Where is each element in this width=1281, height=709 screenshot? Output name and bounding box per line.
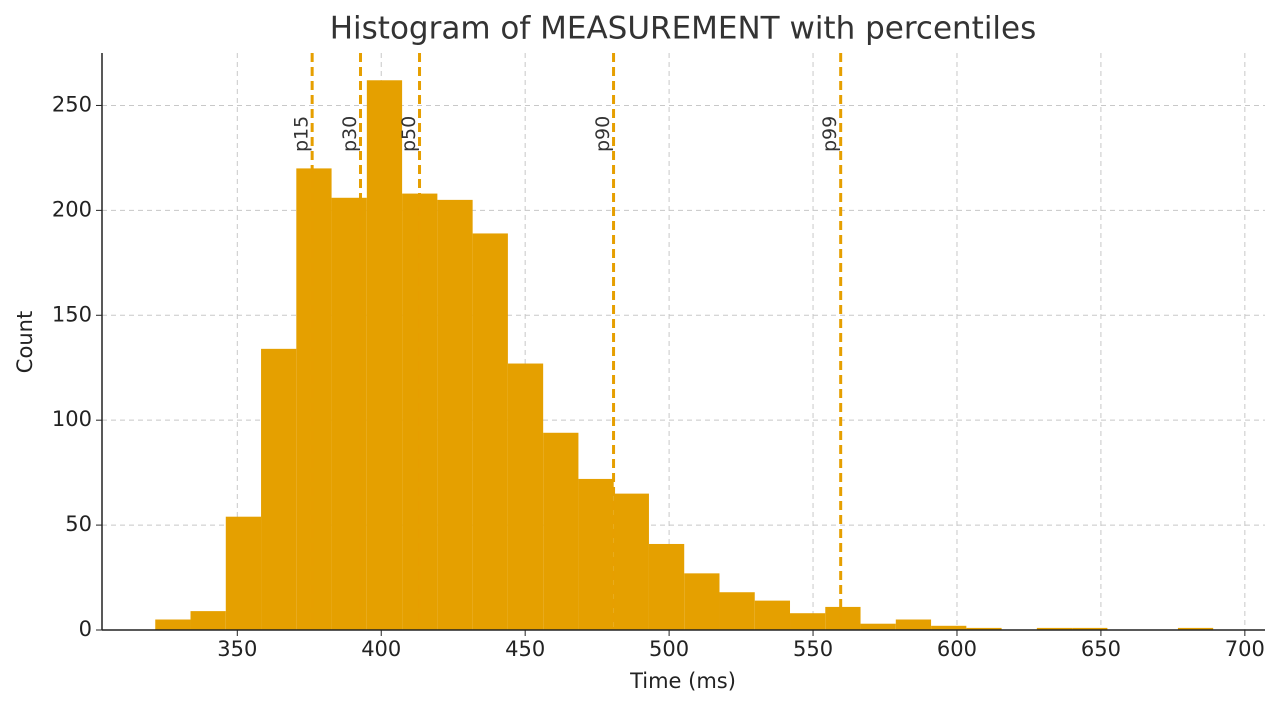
bar [155, 619, 191, 630]
y-tick-label: 50 [65, 512, 92, 536]
bar [1036, 627, 1073, 630]
percentile-label: p15 [291, 116, 313, 152]
percentile-label: p99 [819, 116, 841, 152]
percentile-label: p30 [339, 116, 361, 152]
x-tick-label: 350 [217, 637, 257, 661]
x-tick-label: 650 [1081, 637, 1121, 661]
x-tick-label: 450 [505, 637, 545, 661]
chart-title: Histogram of MEASUREMENT with percentile… [330, 11, 1037, 47]
x-tick-label: 600 [937, 637, 977, 661]
bar [613, 493, 649, 630]
x-tick-label: 550 [793, 637, 833, 661]
y-tick-label: 150 [52, 302, 92, 326]
bar [225, 516, 262, 630]
bar [366, 80, 403, 630]
bar [860, 623, 896, 630]
y-tick-label: 0 [79, 617, 92, 641]
percentile-label: p50 [398, 116, 420, 152]
bar [931, 625, 967, 630]
bar [1177, 627, 1214, 630]
percentile-label: p90 [592, 116, 614, 152]
x-tick-label: 700 [1225, 637, 1265, 661]
x-axis-label: Time (ms) [629, 669, 736, 693]
bar [1072, 627, 1108, 630]
bar [754, 600, 791, 630]
bar [190, 611, 226, 630]
bar [507, 363, 544, 630]
bar [719, 592, 755, 630]
bar [895, 619, 932, 630]
y-axis-label: Count [13, 311, 37, 373]
bar [543, 432, 579, 630]
bar [966, 627, 1002, 630]
bar [437, 199, 473, 630]
x-tick-label: 500 [649, 637, 689, 661]
bar [261, 348, 297, 630]
y-tick-label: 250 [52, 92, 92, 116]
bar [472, 233, 508, 630]
bar [578, 478, 614, 630]
bar [790, 613, 826, 630]
y-tick-label: 200 [52, 197, 92, 221]
bar [684, 573, 720, 630]
y-tick-label: 100 [52, 407, 92, 431]
bar [296, 168, 332, 630]
bar [825, 606, 861, 630]
x-tick-label: 400 [361, 637, 401, 661]
bar [648, 543, 685, 630]
